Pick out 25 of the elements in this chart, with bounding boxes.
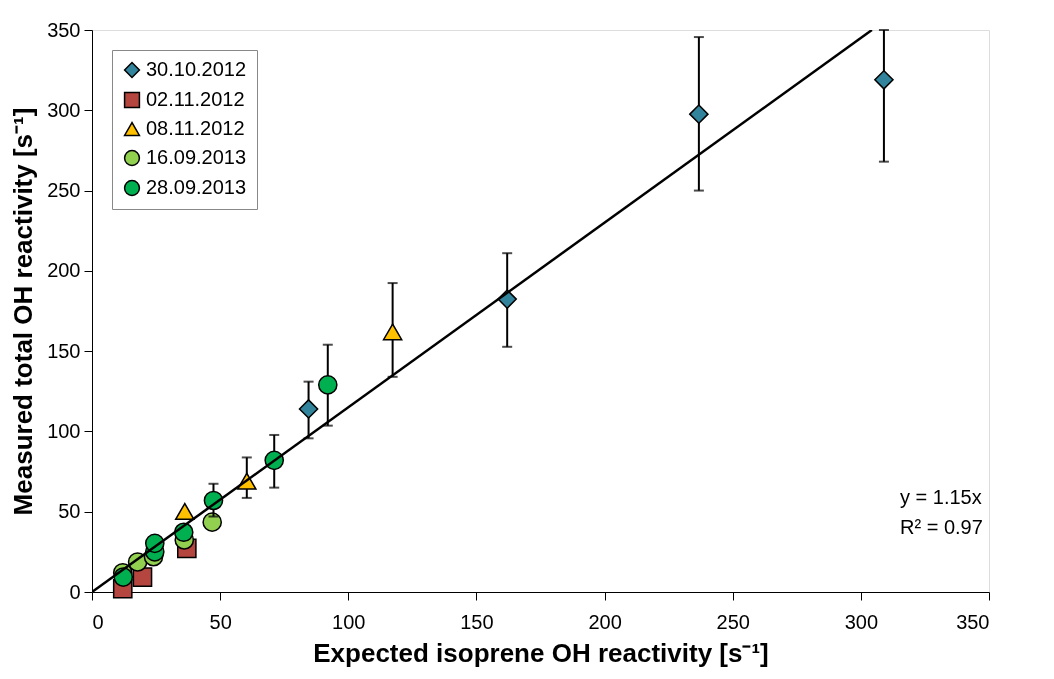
legend-label: 16.09.2013 — [146, 146, 247, 168]
annotation: y = 1.15x — [900, 486, 982, 508]
y-tick-label: 350 — [47, 18, 81, 41]
x-tick-label: 150 — [460, 610, 494, 633]
y-tick-label: 0 — [69, 580, 81, 603]
annotation: R² = 0.97 — [900, 516, 983, 538]
y-tick-label: 300 — [47, 98, 81, 121]
x-tick-label: 350 — [956, 610, 990, 633]
x-axis-title: Expected isoprene OH reactivity [s⁻¹] — [313, 637, 769, 668]
y-tick-label: 50 — [58, 500, 81, 523]
legend-label: 30.10.2012 — [146, 58, 247, 80]
x-tick-label: 250 — [716, 610, 750, 633]
y-tick-label: 150 — [47, 339, 81, 362]
x-tick-label: 300 — [844, 610, 879, 633]
x-tick-label: 0 — [92, 610, 104, 633]
legend-label: 02.11.2012 — [146, 88, 245, 110]
x-tick-label: 200 — [588, 610, 622, 633]
x-tick-label: 100 — [332, 610, 366, 633]
y-tick-label: 200 — [47, 259, 81, 282]
x-tick-label: 50 — [209, 610, 232, 633]
y-tick-label: 100 — [47, 419, 81, 442]
legend-label: 08.11.2012 — [146, 117, 245, 139]
legend-label: 28.09.2013 — [146, 176, 247, 198]
y-axis-title: Measured total OH reactivity [s⁻¹] — [8, 107, 39, 516]
y-tick-label: 250 — [47, 179, 81, 202]
